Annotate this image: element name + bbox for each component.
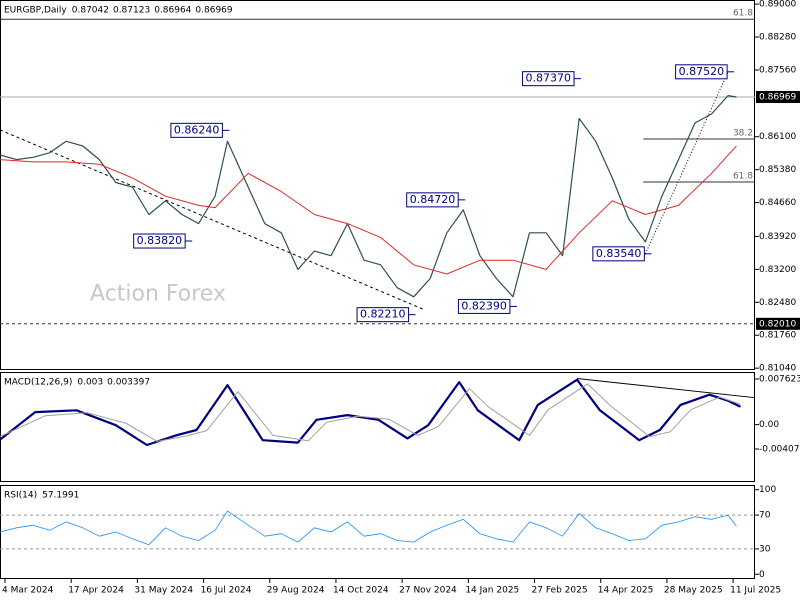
x-tick-label: 11 Jul 2025: [730, 586, 781, 596]
panel-reading: 0.003397: [107, 378, 150, 388]
annotation-label: 0.83540: [596, 247, 642, 260]
annotation-label: 0.83820: [137, 234, 183, 247]
panel-title: RSI(14): [4, 491, 37, 501]
fib-label: 61.8: [733, 9, 753, 19]
y-tick-label: 0.82480: [759, 298, 796, 308]
y-tick-label: 0.88280: [759, 33, 796, 43]
panel-reading: 0.86964: [154, 6, 191, 16]
y-tick-label: 100: [759, 485, 776, 495]
annotation-label: 0.87370: [526, 72, 572, 85]
annotation-label: 0.86240: [174, 123, 220, 136]
y-tick-label: 0.86100: [759, 132, 796, 142]
panel-title: EURGBP,Daily: [4, 6, 67, 16]
x-tick-label: 27 Nov 2024: [399, 586, 457, 596]
y-tick-label: 0.007623: [759, 374, 800, 384]
y-tick-label: 0.83200: [759, 265, 796, 275]
x-tick-label: 14 Apr 2025: [598, 586, 654, 596]
x-tick-label: 31 May 2024: [134, 586, 193, 596]
panel-reading: 0.87042: [72, 6, 109, 16]
x-tick-label: 28 May 2025: [664, 586, 723, 596]
price-label: 0.82010: [759, 319, 796, 329]
x-tick-label: 14 Oct 2024: [333, 586, 389, 596]
panel-title: MACD(12,26,9): [4, 378, 72, 388]
panel-frame: [0, 372, 755, 482]
trendline: [644, 71, 729, 255]
y-tick-label: 0.87560: [759, 65, 796, 75]
series-line: [0, 383, 741, 442]
y-tick-label: 0.85380: [759, 165, 796, 175]
y-tick-label: 0.89000: [759, 0, 796, 10]
fib-label: 61.8: [733, 172, 753, 182]
panel-reading: 0.87123: [113, 6, 150, 16]
watermark: Action Forex: [90, 282, 226, 307]
y-tick-label: 30: [759, 544, 771, 554]
panel-frame: [0, 0, 755, 370]
series-line: [0, 95, 737, 298]
price-label-box: [756, 91, 800, 104]
annotation-label: 0.87520: [679, 65, 725, 78]
fib-label: 38.2: [733, 129, 753, 139]
panel-reading: 57.1991: [42, 491, 79, 501]
series-line: [0, 378, 741, 447]
annotation-label: 0.82210: [360, 308, 406, 321]
annotation-label: 0.82390: [461, 299, 507, 312]
x-tick-label: 4 Mar 2024: [2, 586, 54, 596]
panel-reading: 0.003: [77, 378, 103, 388]
y-tick-label: 0: [759, 570, 765, 580]
series-line: [0, 510, 737, 546]
y-tick-label: 0.84660: [759, 198, 796, 208]
x-tick-label: 29 Aug 2024: [267, 586, 325, 596]
trendline: [577, 378, 756, 399]
price-label-box: [756, 317, 800, 330]
annotation-label: 0.84720: [410, 193, 456, 206]
x-tick-label: 16 Jul 2024: [201, 586, 252, 596]
y-tick-label: 0.00: [759, 420, 779, 430]
y-tick-label: 0.81040: [759, 364, 796, 374]
x-tick-label: 14 Jan 2025: [465, 586, 519, 596]
price-label: 0.86969: [759, 93, 796, 103]
series-line: [0, 145, 737, 275]
x-tick-label: 27 Feb 2025: [532, 586, 588, 596]
panel-frame: [0, 485, 755, 579]
y-tick-label: 0.83920: [759, 232, 796, 242]
y-tick-label: -0.004073: [759, 445, 800, 455]
y-tick-label: 70: [759, 511, 771, 521]
x-tick-label: 17 Apr 2024: [68, 586, 124, 596]
y-tick-label: 0.81760: [759, 331, 796, 341]
panel-reading: 0.86969: [195, 6, 232, 16]
trendline: [0, 129, 425, 311]
